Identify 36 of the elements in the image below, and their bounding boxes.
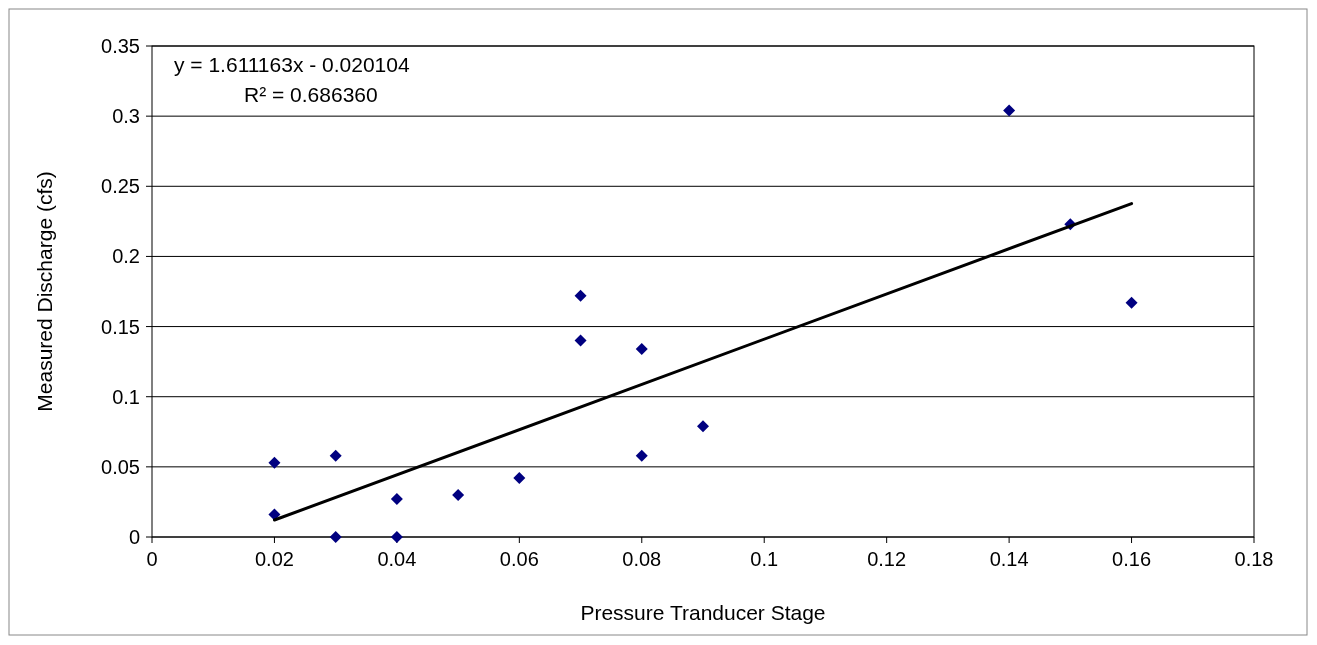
y-tick-label: 0.35: [101, 35, 140, 57]
y-tick-label: 0.25: [101, 175, 140, 198]
point: [1003, 104, 1016, 117]
x-tick-label: 0: [146, 548, 158, 570]
x-tick-label: 0.18: [1234, 548, 1274, 570]
point: [390, 493, 403, 506]
y-tick-label: 0.1: [112, 385, 140, 408]
point: [452, 488, 465, 501]
x-tick-label: 0.16: [1112, 548, 1152, 570]
point: [390, 531, 403, 543]
y-tick-label: 0: [128, 526, 140, 548]
x-tick-label: 0.04: [377, 548, 417, 570]
y-tick-label: 0.3: [112, 105, 140, 128]
point: [329, 449, 342, 462]
x-axis-title: Pressure Tranducer Stage: [580, 601, 826, 624]
point: [635, 449, 648, 462]
point: [329, 531, 342, 543]
y-tick-label: 0.15: [101, 315, 140, 338]
point: [1125, 296, 1138, 309]
x-tick-label: 0.08: [622, 548, 662, 570]
y-axis-title: Measured Discharge (cfs): [33, 171, 56, 412]
x-tick-label: 0.02: [254, 548, 294, 570]
point: [513, 472, 526, 485]
point: [697, 420, 709, 433]
x-tick-label: 0.1: [750, 548, 779, 570]
x-tick-label: 0.06: [499, 548, 539, 570]
point: [268, 456, 281, 469]
x-tick-label: 0.14: [989, 548, 1029, 570]
y-tick-label: 0.2: [112, 245, 140, 268]
annotation: R² = 0.686360: [244, 83, 378, 106]
point: [574, 289, 587, 302]
y-tick-label: 0.05: [101, 455, 140, 478]
x-tick-label: 0.12: [867, 548, 907, 570]
point: [635, 343, 648, 356]
point: [574, 334, 587, 347]
annotation: y = 1.611163x - 0.020104: [174, 53, 410, 76]
